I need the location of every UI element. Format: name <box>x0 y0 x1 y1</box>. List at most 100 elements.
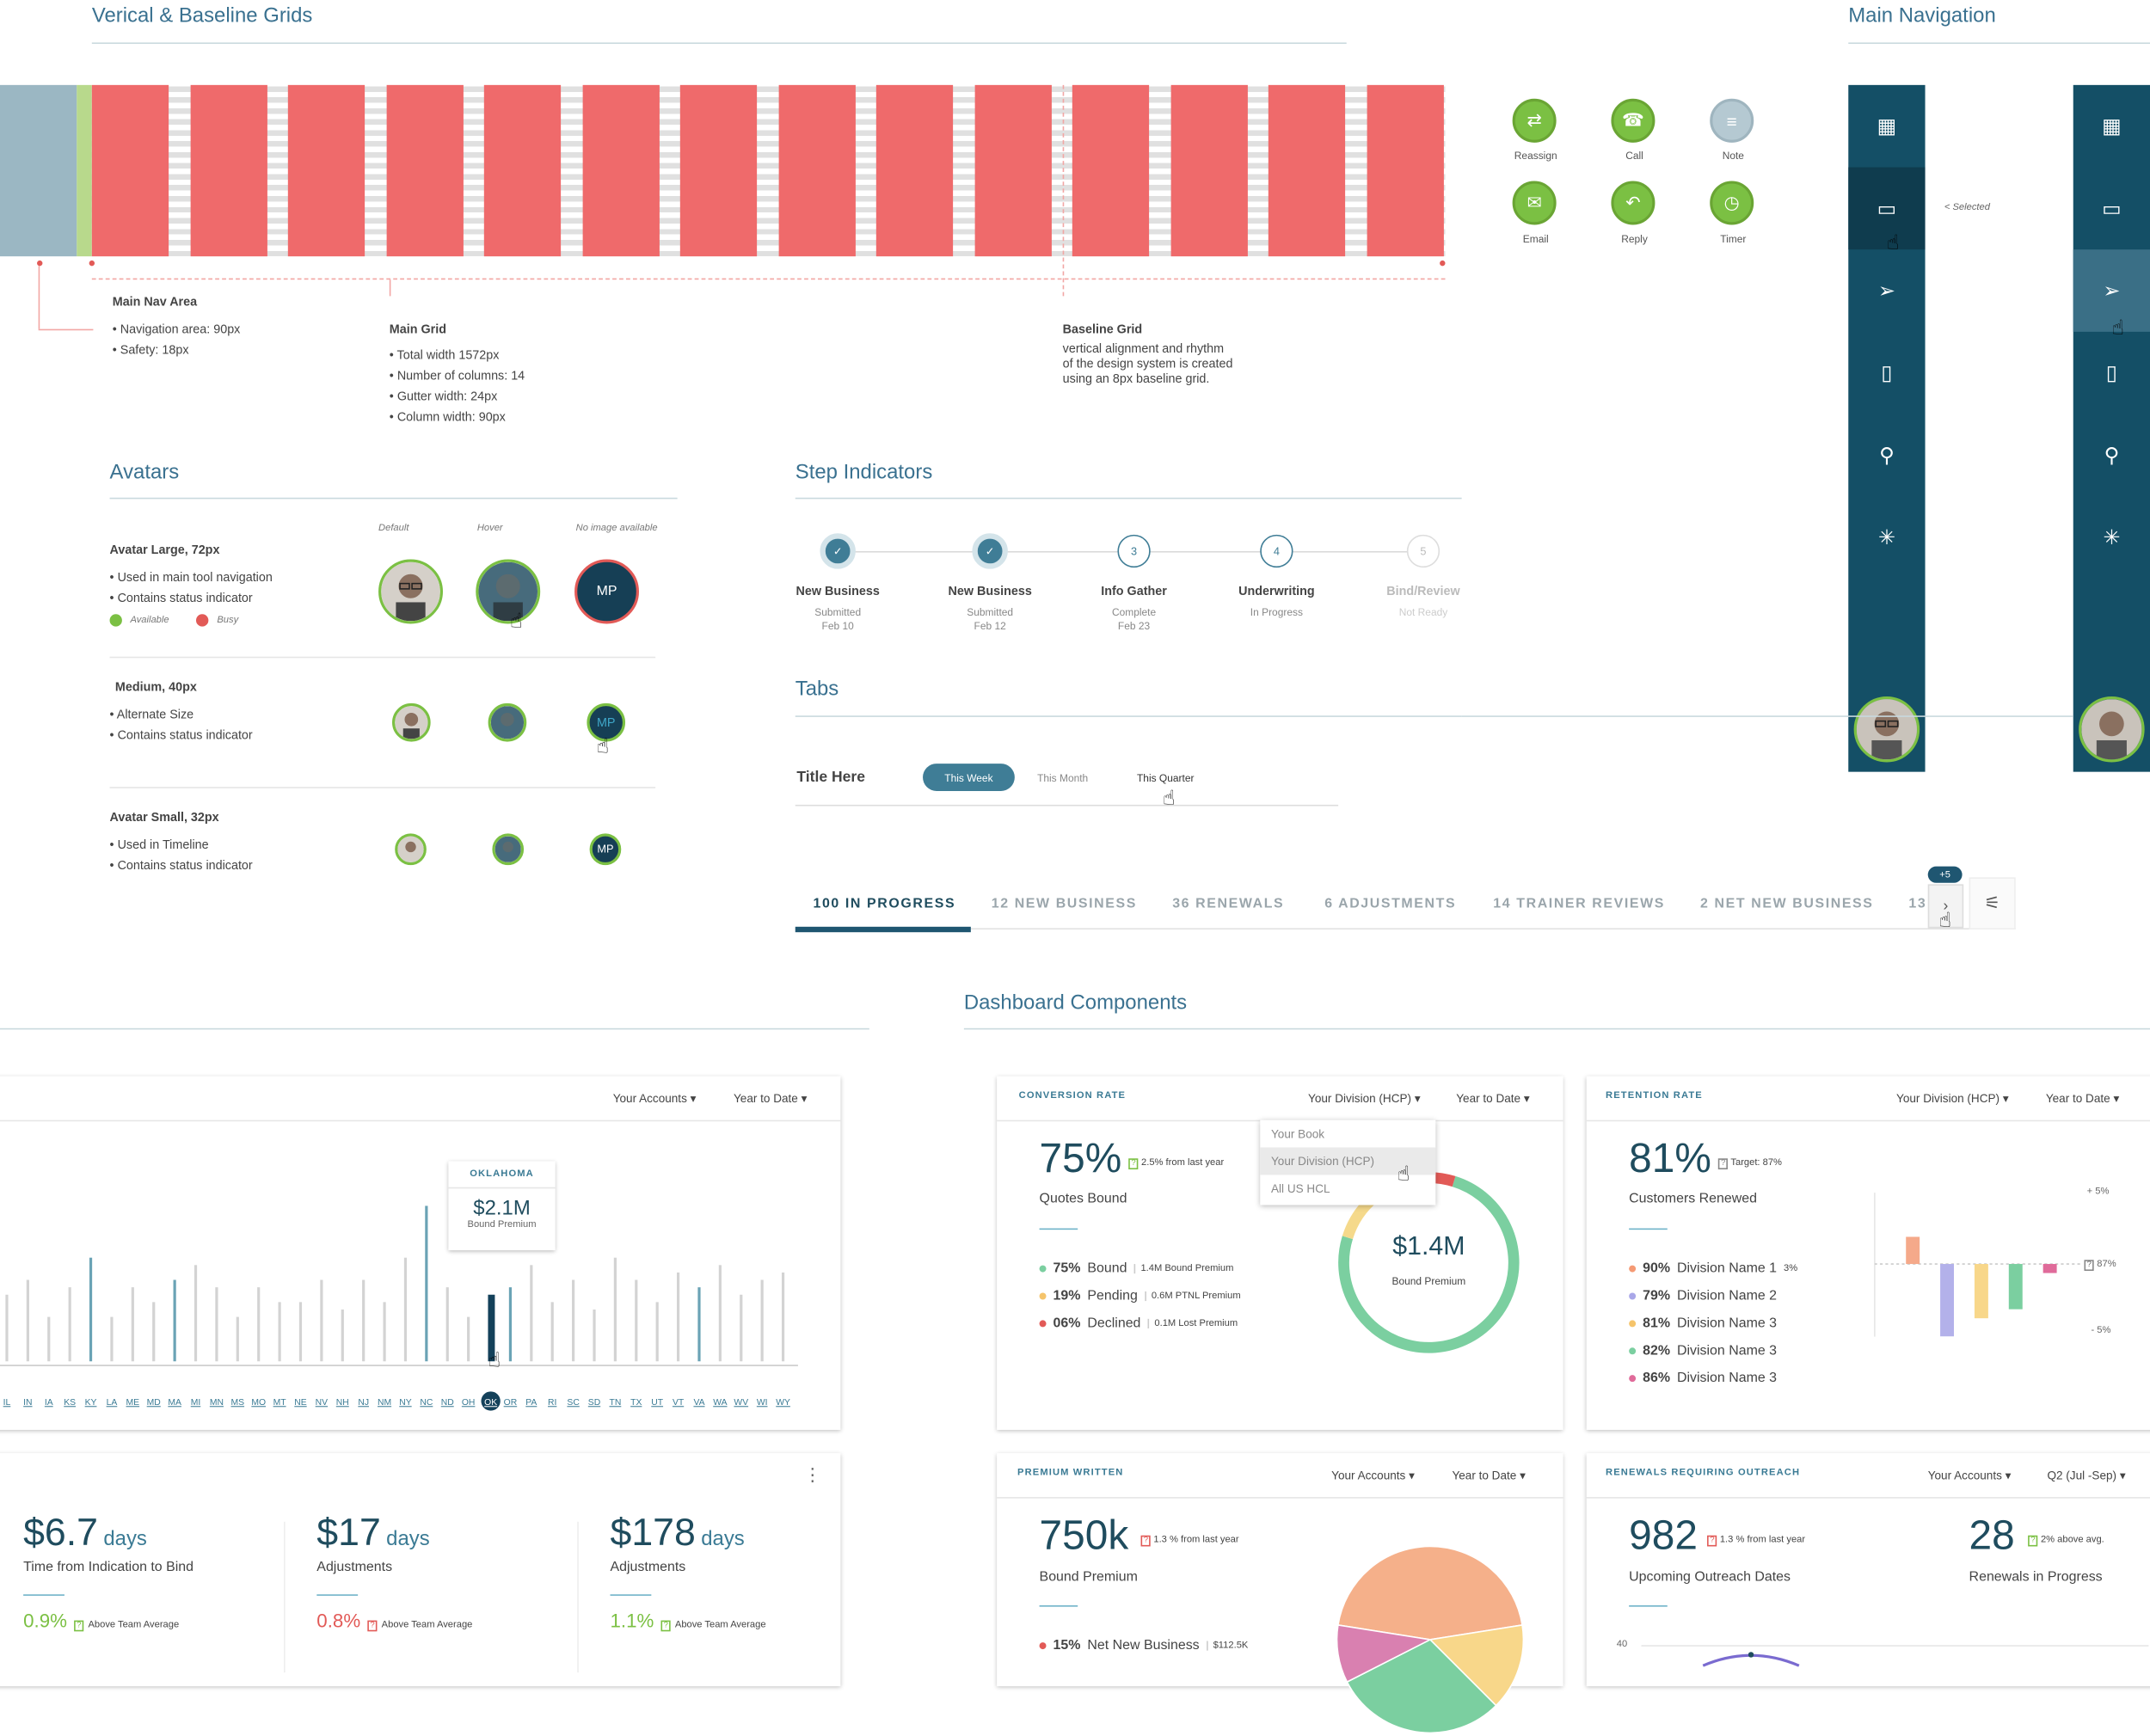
state-tick-label[interactable]: VA <box>693 1398 704 1408</box>
step-circle[interactable]: 5 <box>1406 534 1440 568</box>
nav-dashboard[interactable]: ▦ <box>2073 85 2150 168</box>
state-tick-label[interactable]: MO <box>251 1398 266 1408</box>
state-bar[interactable] <box>110 1316 114 1362</box>
state-tick-label[interactable]: IL <box>3 1398 11 1408</box>
state-bar[interactable] <box>5 1294 9 1362</box>
state-bar[interactable] <box>572 1279 575 1362</box>
state-tick-label[interactable]: WI <box>757 1398 768 1408</box>
state-bar[interactable] <box>383 1302 386 1362</box>
menu-option-selected[interactable]: Your Division (HCP) <box>1260 1147 1436 1175</box>
state-tick-label[interactable]: MD <box>147 1398 161 1408</box>
nav-inbox[interactable]: ▭ <box>1848 167 1926 250</box>
tab-adjustments[interactable]: 6 ADJUSTMENTS <box>1324 896 1457 912</box>
tab-new-business[interactable]: 12 NEW BUSINESS <box>991 896 1137 912</box>
step-circle[interactable]: 3 <box>1117 534 1151 568</box>
period-dropdown[interactable]: Year to Date ▾ <box>734 1091 808 1106</box>
state-tick-label[interactable]: MA <box>168 1398 181 1408</box>
state-bar[interactable] <box>445 1287 449 1362</box>
nav-network[interactable]: ✳ <box>2073 496 2150 579</box>
division-bar[interactable] <box>2008 1264 2023 1310</box>
state-bar[interactable] <box>320 1279 323 1362</box>
state-tick-label[interactable]: VT <box>673 1398 685 1408</box>
state-tick-label[interactable]: WY <box>776 1398 790 1408</box>
state-tick-label[interactable]: TN <box>610 1398 622 1408</box>
state-bar[interactable] <box>655 1302 659 1362</box>
period-dropdown[interactable]: Year to Date ▾ <box>1456 1091 1530 1106</box>
state-bar[interactable] <box>781 1272 785 1362</box>
state-tick-label[interactable]: NH <box>336 1398 349 1408</box>
division-bar[interactable] <box>1906 1236 1920 1265</box>
state-bar[interactable] <box>740 1294 743 1362</box>
nav-network[interactable]: ✳ <box>1848 496 1925 579</box>
state-bar[interactable] <box>89 1257 93 1362</box>
state-bar[interactable] <box>593 1309 596 1362</box>
state-bar[interactable] <box>173 1279 176 1362</box>
timer-button[interactable]: ◷ <box>1710 181 1754 225</box>
state-bar[interactable] <box>676 1272 680 1362</box>
state-tick-label[interactable]: NV <box>316 1398 328 1408</box>
period-dropdown[interactable]: Year to Date ▾ <box>2045 1091 2120 1106</box>
division-bar[interactable] <box>2042 1264 2057 1273</box>
state-tick-label[interactable]: KY <box>85 1398 97 1408</box>
division-bar[interactable] <box>1974 1264 1988 1319</box>
state-tick-label[interactable]: PA <box>525 1398 537 1408</box>
state-bar[interactable] <box>47 1316 51 1362</box>
nav-dashboard[interactable]: ▦ <box>1848 85 1925 168</box>
tab-trainer-reviews[interactable]: 14 TRAINER REVIEWS <box>1493 896 1666 912</box>
state-bar[interactable] <box>341 1309 344 1362</box>
state-tick-label[interactable]: SC <box>567 1398 580 1408</box>
call-button[interactable]: ☎ <box>1611 98 1656 143</box>
note-button[interactable]: ≡ <box>1710 98 1754 143</box>
menu-option[interactable]: All US HCL <box>1271 1181 1330 1196</box>
tab-more[interactable]: 13 <box>1908 896 1927 912</box>
state-bar[interactable] <box>278 1302 281 1362</box>
division-dropdown[interactable]: Your Division (HCP) ▾ <box>1896 1091 2009 1106</box>
state-tick-label[interactable]: UT <box>651 1398 663 1408</box>
quarter-dropdown[interactable]: Q2 (Jul -Sep) ▾ <box>2047 1468 2126 1482</box>
state-bar[interactable] <box>488 1294 495 1362</box>
state-bar[interactable] <box>152 1302 156 1362</box>
state-bar[interactable] <box>697 1287 701 1362</box>
nav-inbox[interactable]: ▭ <box>2073 168 2150 250</box>
step-circle[interactable]: ✓ <box>972 533 1008 569</box>
tab-this-week[interactable]: This Week <box>923 764 1015 791</box>
state-tick-label[interactable]: IA <box>45 1398 53 1408</box>
state-bar[interactable] <box>236 1316 239 1362</box>
avatar-small-default[interactable] <box>395 833 427 866</box>
state-tick-label[interactable]: NY <box>399 1398 411 1408</box>
state-bar[interactable] <box>362 1279 366 1362</box>
pie-slice[interactable] <box>1336 1545 1523 1641</box>
state-bar[interactable] <box>26 1279 29 1362</box>
reassign-button[interactable]: ⇄ <box>1512 98 1557 143</box>
tab-this-month[interactable]: This Month <box>1037 771 1089 784</box>
state-bar[interactable] <box>508 1287 513 1362</box>
filter-button[interactable]: ⚟ <box>1969 877 2016 930</box>
nav-book[interactable]: ▯ <box>2073 332 2150 414</box>
accounts-dropdown[interactable]: Your Accounts ▾ <box>1331 1468 1415 1482</box>
accounts-dropdown[interactable]: Your Accounts ▾ <box>612 1091 697 1106</box>
state-tick-label[interactable]: MT <box>273 1398 287 1408</box>
avatar-large-hover[interactable] <box>476 559 541 624</box>
avatar[interactable] <box>2079 696 2145 763</box>
period-dropdown[interactable]: Year to Date ▾ <box>1452 1468 1526 1482</box>
state-bar[interactable] <box>530 1265 533 1362</box>
ring-segment[interactable] <box>1338 1175 1520 1353</box>
state-tick-label[interactable]: NC <box>420 1398 433 1408</box>
state-bar[interactable] <box>68 1287 71 1362</box>
tabs-next-button[interactable]: › <box>1927 884 1964 929</box>
division-dropdown[interactable]: Your Division (HCP) ▾ <box>1308 1091 1421 1106</box>
state-tick-label[interactable]: LA <box>107 1398 118 1408</box>
avatar-medium-initials[interactable]: MP <box>587 702 626 742</box>
state-tick-label[interactable]: KS <box>64 1398 76 1408</box>
avatar[interactable] <box>1853 696 1920 763</box>
step-circle[interactable]: ✓ <box>820 533 856 569</box>
state-tick-label[interactable]: OK <box>484 1398 497 1408</box>
avatar-large-initials[interactable]: MP <box>574 559 639 624</box>
state-tick-label[interactable]: NE <box>294 1398 306 1408</box>
state-tick-label[interactable]: TX <box>630 1398 642 1408</box>
more-menu-button[interactable]: ⋮ <box>803 1464 821 1487</box>
avatar-small-initials[interactable]: MP <box>589 833 622 866</box>
avatar-medium-hover[interactable] <box>488 702 527 742</box>
state-tick-label[interactable]: MS <box>231 1398 245 1408</box>
state-bar[interactable] <box>425 1205 428 1362</box>
